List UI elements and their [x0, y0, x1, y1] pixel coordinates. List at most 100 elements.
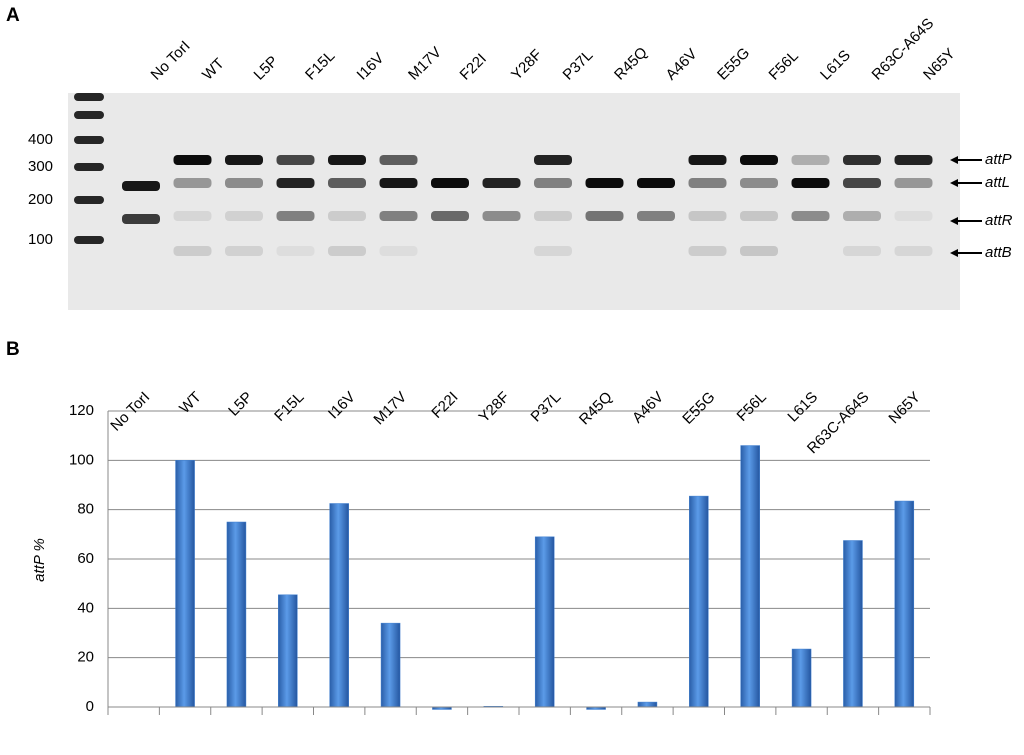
bar — [740, 445, 760, 708]
gel-band — [276, 155, 315, 165]
lane-label: L61S — [817, 47, 854, 84]
gel-band — [688, 178, 727, 188]
gel-band — [740, 211, 778, 221]
gel-band — [173, 155, 212, 165]
gel-band — [843, 246, 881, 256]
gel-band — [894, 211, 933, 221]
gel-band — [534, 155, 572, 165]
ladder-band — [74, 93, 104, 101]
lane-label: N65Y — [920, 45, 959, 84]
gel-band — [173, 246, 212, 256]
gel-band — [843, 155, 881, 165]
band-label: attB — [985, 244, 1012, 261]
x-tick-label: Y28F — [476, 389, 513, 426]
gel-band — [328, 155, 366, 165]
lane-label: E55G — [714, 44, 753, 83]
y-tick-label: 120 — [69, 402, 94, 419]
lane-label: R45Q — [611, 44, 651, 84]
gel-band — [225, 246, 263, 256]
gel-band — [328, 178, 366, 188]
lane-label: F56L — [766, 47, 802, 83]
y-tick-label: 60 — [77, 550, 94, 567]
gel-band — [534, 178, 572, 188]
panel-label: B — [6, 339, 20, 360]
x-tick-label: E55G — [679, 389, 718, 428]
gel-band — [225, 155, 263, 165]
gel-band — [637, 211, 675, 221]
bar — [843, 540, 863, 708]
bar — [175, 460, 195, 708]
y-tick-label: 100 — [69, 451, 94, 468]
gel-band — [328, 246, 366, 256]
gel-band — [688, 155, 727, 165]
gel-band — [688, 211, 727, 221]
ladder-band — [74, 111, 104, 119]
x-tick-label: No TorI — [107, 389, 153, 435]
gel-band — [688, 246, 727, 256]
y-tick-label: 0 — [86, 698, 94, 715]
x-tick-label: P37L — [528, 389, 565, 426]
bar — [278, 594, 298, 708]
arrowhead — [950, 249, 958, 257]
gel-band — [791, 155, 830, 165]
lane-label: M17V — [405, 44, 445, 84]
ladder-band — [74, 163, 104, 171]
panel-label: A — [6, 5, 20, 26]
x-tick-label: L61S — [784, 389, 821, 426]
gel-band — [637, 178, 675, 188]
gel-band — [740, 178, 778, 188]
gel-band — [328, 211, 366, 221]
arrowhead — [950, 217, 958, 225]
bar — [534, 536, 555, 708]
gel-band — [276, 211, 315, 221]
x-tick-label: R45Q — [576, 389, 616, 429]
gel-band — [379, 155, 418, 165]
band-label: attR — [985, 212, 1013, 229]
gel-band — [379, 178, 418, 188]
bar — [226, 521, 247, 708]
gel-band — [740, 246, 778, 256]
gel-band — [534, 246, 572, 256]
lane-label: No TorI — [148, 38, 194, 84]
bar — [637, 701, 658, 708]
bar — [791, 648, 812, 708]
gel-band — [225, 178, 263, 188]
gel-band — [585, 178, 624, 188]
ladder-label: 400 — [28, 131, 53, 148]
gel-band — [173, 211, 212, 221]
lane-label: A46V — [663, 46, 701, 84]
x-tick-label: M17V — [370, 389, 410, 429]
lane-label: F15L — [302, 47, 338, 83]
gel-band — [843, 211, 881, 221]
gel-band — [379, 211, 418, 221]
ladder-band — [74, 236, 104, 244]
x-tick-label: F22I — [428, 389, 461, 422]
bar — [689, 495, 709, 708]
gel-band — [122, 214, 160, 224]
gel-band — [276, 178, 315, 188]
gel-band — [225, 211, 263, 221]
gel-band — [482, 178, 521, 188]
gel-band — [791, 178, 830, 188]
x-tick-label: I16V — [325, 389, 359, 423]
gel-band — [431, 178, 469, 188]
y-tick-label: 20 — [77, 649, 94, 666]
gel-band — [791, 211, 830, 221]
gel-band — [431, 211, 469, 221]
band-label: attP — [985, 151, 1012, 168]
bar — [894, 500, 915, 708]
band-label: attL — [985, 174, 1010, 191]
ladder-label: 100 — [28, 231, 53, 248]
gel-band — [122, 181, 160, 191]
gel-band — [482, 211, 521, 221]
ladder-label: 200 — [28, 191, 53, 208]
y-tick-label: 40 — [77, 599, 94, 616]
lane-label: F22I — [457, 50, 490, 83]
gel — [68, 93, 960, 310]
lane-label: P37L — [560, 47, 597, 84]
y-axis-title: attP % — [31, 538, 48, 582]
bar — [380, 622, 401, 708]
gel-band — [534, 211, 572, 221]
x-tick-label: A46V — [629, 389, 667, 427]
